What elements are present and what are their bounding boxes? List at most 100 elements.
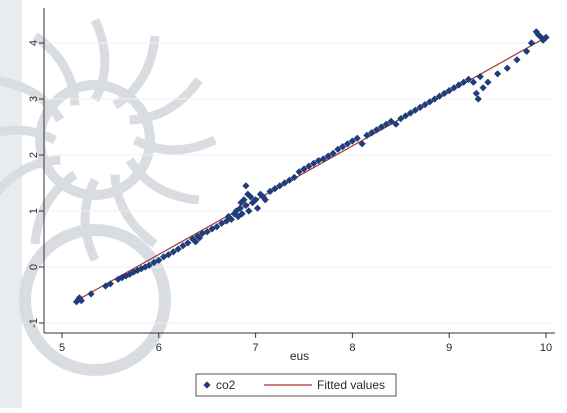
data-point — [368, 129, 376, 137]
data-point — [402, 112, 410, 120]
data-point — [276, 182, 284, 190]
data-point — [397, 115, 405, 123]
data-point — [126, 270, 134, 278]
data-point — [445, 87, 453, 95]
data-point — [416, 103, 424, 111]
x-tick-label: 7 — [253, 342, 259, 354]
data-point — [252, 196, 260, 204]
data-point — [266, 187, 274, 195]
y-tick-label: 0 — [28, 264, 40, 270]
data-point — [179, 242, 187, 250]
data-point — [191, 238, 200, 246]
legend: co2 Fitted values — [195, 373, 397, 397]
data-point — [253, 204, 262, 212]
data-point — [472, 89, 480, 97]
data-point — [523, 47, 531, 55]
y-tick-label: 2 — [28, 152, 40, 158]
data-point — [145, 261, 153, 269]
data-point — [353, 134, 361, 142]
data-point — [75, 294, 84, 302]
data-point — [87, 290, 95, 298]
data-point — [474, 95, 482, 103]
data-point — [455, 81, 463, 89]
data-point — [295, 168, 303, 176]
data-point — [534, 31, 542, 39]
x-tick-label: 5 — [59, 342, 65, 354]
y-tick-label: 4 — [28, 40, 40, 46]
data-point — [203, 228, 211, 236]
data-point — [184, 239, 192, 247]
data-point — [343, 140, 352, 148]
data-point — [539, 36, 547, 44]
data-point — [300, 165, 308, 173]
data-point — [334, 145, 342, 153]
data-point — [494, 70, 502, 78]
data-point — [122, 272, 130, 280]
y-tick-label: -1 — [28, 318, 40, 328]
data-point — [329, 149, 337, 157]
data-point — [363, 131, 371, 139]
data-point — [387, 117, 395, 125]
x-tick-label: 6 — [156, 342, 162, 354]
y-tick-label: 3 — [28, 96, 40, 102]
data-point — [213, 223, 221, 231]
data-point — [440, 89, 448, 97]
data-points — [72, 28, 550, 306]
data-point — [319, 155, 327, 163]
data-point — [155, 256, 163, 264]
data-point — [118, 274, 126, 282]
data-point — [271, 185, 279, 193]
data-point — [236, 204, 244, 212]
data-point — [358, 140, 366, 148]
data-point — [503, 64, 511, 72]
data-point — [169, 248, 177, 256]
grid-lines — [45, 42, 555, 324]
data-point — [537, 33, 545, 41]
legend-label-co2: co2 — [216, 378, 236, 392]
data-point — [464, 75, 473, 83]
data-point — [527, 39, 536, 47]
data-point — [227, 215, 235, 223]
data-point — [261, 196, 269, 204]
data-point — [240, 196, 248, 204]
data-point — [242, 182, 250, 190]
data-point — [373, 126, 381, 134]
data-point — [476, 73, 484, 81]
data-point — [314, 157, 323, 165]
data-point — [411, 106, 419, 114]
data-point — [426, 98, 434, 106]
data-point — [310, 159, 318, 167]
data-point — [532, 28, 540, 36]
data-point — [421, 101, 429, 109]
data-point — [460, 78, 468, 86]
data-point — [281, 179, 289, 187]
data-point — [484, 78, 492, 86]
data-point — [513, 56, 521, 64]
data-point — [542, 33, 550, 41]
data-point — [106, 280, 114, 288]
data-point — [245, 207, 253, 215]
data-point — [130, 268, 138, 276]
data-point — [195, 234, 204, 242]
x-axis-title: eus — [290, 349, 309, 363]
y-tick-label: 1 — [28, 208, 40, 214]
legend-label-fitted: Fitted values — [317, 378, 385, 392]
data-point — [164, 251, 173, 259]
data-point — [450, 84, 458, 92]
data-point — [305, 162, 313, 170]
data-point — [377, 123, 386, 131]
data-point — [431, 95, 439, 103]
x-tick-label: 8 — [349, 342, 355, 354]
data-point — [72, 298, 81, 306]
watermark-ornament — [0, 0, 217, 408]
data-point — [324, 152, 332, 160]
data-point — [247, 193, 255, 201]
x-tick-label: 10 — [540, 342, 552, 354]
data-point — [290, 173, 298, 181]
axes — [43, 8, 555, 334]
data-point — [435, 92, 444, 100]
legend-marker-co2 — [203, 381, 211, 389]
axis-ticks: 5 6 7 8 9 10 -1 0 1 2 3 4 — [28, 40, 552, 354]
